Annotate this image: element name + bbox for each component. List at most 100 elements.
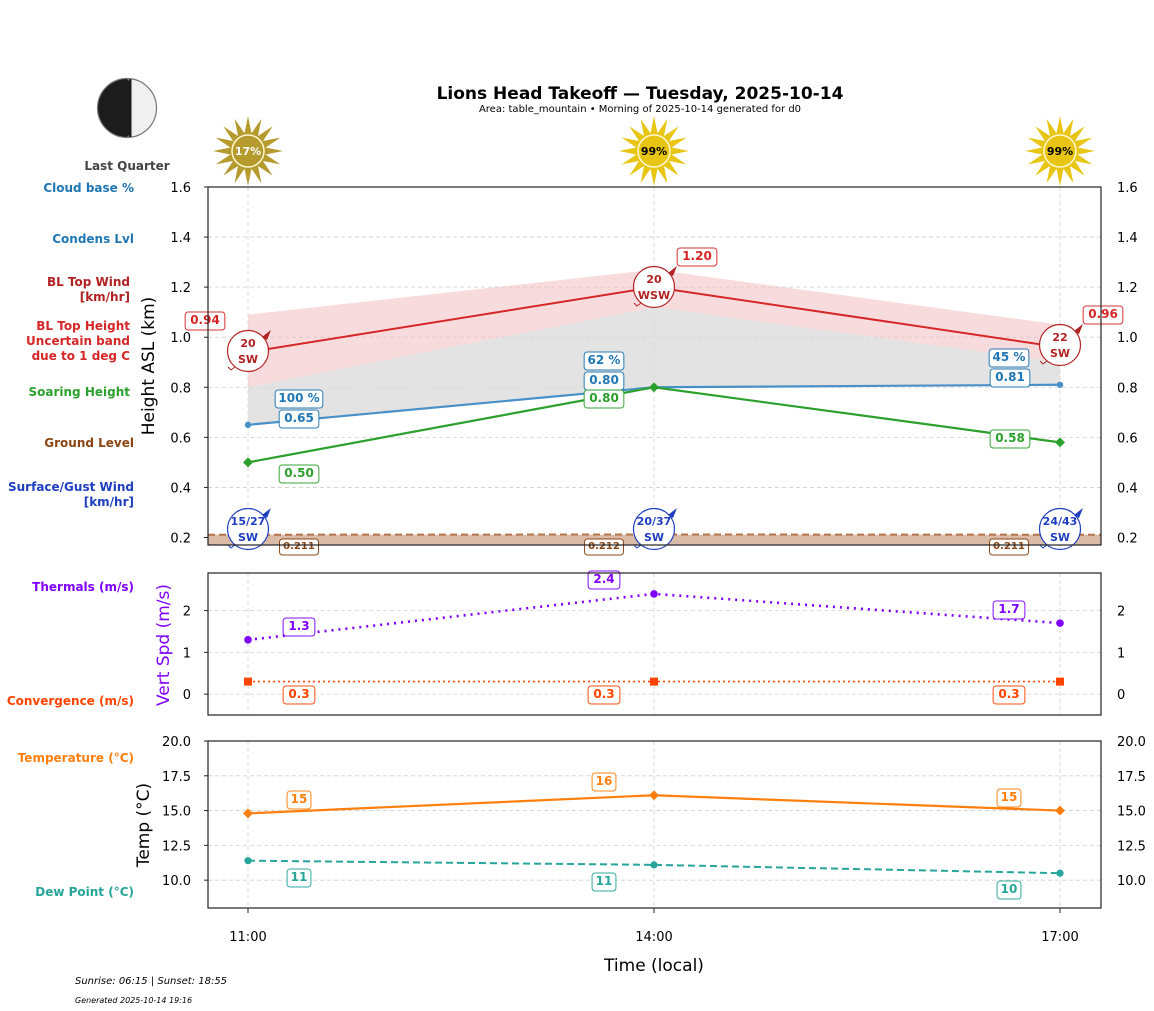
temperature-label: 16: [591, 772, 617, 792]
dew-point-label-text: 10: [1001, 882, 1018, 896]
soaring-height-label-box: [278, 464, 320, 484]
wind-arrow-icon: [1074, 324, 1083, 334]
y-tick-label-left: 0.6: [170, 431, 191, 446]
temperature-panel-background: [208, 741, 1101, 908]
convergence-label: 0.3: [282, 685, 316, 705]
side-labels: Cloud base % Condens Lvl BL Top Wind [km…: [7, 181, 134, 899]
sun-disc: [231, 134, 265, 168]
cloud-base-label-text: 45 %: [993, 350, 1026, 364]
bl-top-label-box: [184, 311, 226, 331]
condens-level-point: [1056, 381, 1064, 388]
wind-speed: 24/43: [1043, 515, 1078, 528]
soaring-height-point: [1055, 437, 1065, 448]
soaring-height-label-text: 0.50: [284, 466, 314, 480]
convergence-label: 0.3: [992, 685, 1026, 705]
vertical-speed-panel: 0 0 1 1 2 2 1.3 2.4 1.7 0.3 0.3 0.3: [183, 570, 1125, 716]
wind-direction: SW: [644, 531, 664, 544]
temperature-point: [1055, 805, 1065, 816]
y-tick-label-left: 1.6: [170, 181, 191, 196]
y-tick-label-left: 12.5: [162, 839, 191, 854]
wind-direction: SW: [238, 531, 258, 544]
condens-level-label: 0.80: [583, 371, 625, 391]
y-tick-label-right: 0.8: [1117, 381, 1138, 396]
y-tick-label-left: 1.4: [170, 231, 191, 246]
side-label-cloud-base: Cloud base %: [43, 181, 134, 195]
convergence-label-text: 0.3: [593, 687, 614, 701]
temperature-label-text: 15: [1001, 790, 1018, 804]
wind-tail-icon: [633, 302, 642, 307]
y-tick-label-right: 2: [1117, 605, 1125, 620]
convergence-label-text: 0.3: [998, 687, 1019, 701]
ground-level-label-box: [584, 538, 624, 556]
convective-layer-fill: [248, 307, 1060, 425]
soaring-height-point: [243, 457, 253, 468]
y-tick-label-left: 0.2: [170, 531, 191, 546]
y-tick-label-right: 10.0: [1117, 874, 1146, 889]
x-axis-label: Time (local): [603, 956, 704, 976]
cloud-base-label-text: 62 %: [588, 353, 621, 367]
y-tick-label-right: 0.4: [1117, 481, 1138, 496]
thermals-label: 1.7: [992, 600, 1026, 620]
wind-arrow-icon: [262, 330, 271, 340]
convergence-label-text: 0.3: [288, 687, 309, 701]
y-tick-label-left: 1.0: [170, 331, 191, 346]
side-label-surface-wind: Surface/Gust Wind: [8, 480, 134, 494]
y-tick-label-left: 0.4: [170, 481, 191, 496]
sun-times: Sunrise: 06:15 | Sunset: 18:55: [75, 976, 227, 987]
soaring-height-label: 0.50: [278, 464, 320, 484]
bl-top-label-box: [676, 247, 718, 267]
dew-point-label-text: 11: [291, 870, 308, 884]
temperature-label-box: [591, 772, 617, 792]
wind-arrow-icon: [262, 508, 271, 518]
soaring-height-label: 0.80: [583, 389, 625, 409]
height-axis-label: Height ASL (km): [139, 297, 159, 436]
wind-tail-icon: [227, 544, 236, 549]
chart-subtitle: Area: table_mountain • Morning of 2025-1…: [479, 104, 801, 115]
dew-point-label: 10: [996, 880, 1022, 900]
cloud-base-label-box: [988, 348, 1030, 368]
thermals-label: 1.3: [282, 617, 316, 637]
ground-level-label: 0.211: [279, 538, 319, 556]
condens-level-label: 0.65: [278, 409, 320, 429]
cloud-base-label-text: 100 %: [278, 391, 319, 405]
ground-level-label-text: 0.211: [283, 541, 315, 552]
side-label-bl-wind-unit: [km/hr]: [80, 290, 130, 304]
side-label-bl-wind: BL Top Wind: [47, 275, 130, 289]
convergence-point: [1056, 677, 1064, 686]
thermals-label-box: [992, 600, 1026, 620]
dew-point-label-box: [286, 868, 312, 888]
side-label-thermals: Thermals (m/s): [32, 580, 134, 594]
wind-speed: 20/37: [637, 515, 672, 528]
dew-point-line: [247, 859, 1061, 875]
x-axis: 11:00 14:00 17:00: [229, 908, 1079, 945]
cloud-base-label: 100 %: [274, 389, 324, 409]
side-label-dew-point: Dew Point (°C): [35, 885, 134, 899]
wind-tail-icon: [633, 544, 642, 549]
ground-level-label-text: 0.212: [588, 541, 620, 552]
x-tick-label: 14:00: [635, 930, 672, 945]
moon-last-quarter-icon: [96, 77, 158, 139]
ground-level-label: 0.212: [584, 538, 624, 556]
dew-point-point: [1056, 869, 1064, 877]
cloud-base-label: 45 %: [988, 348, 1030, 368]
wind-speed: 20: [646, 273, 662, 286]
soaring-height-label: 0.58: [989, 429, 1031, 449]
dew-point-point: [650, 861, 658, 869]
thermals-point: [650, 590, 658, 598]
y-tick-label-right: 17.5: [1117, 770, 1146, 785]
thermals-line: [247, 592, 1061, 642]
temperature-label-text: 15: [291, 792, 308, 806]
y-tick-label-right: 12.5: [1117, 839, 1146, 854]
dew-point-point: [244, 857, 252, 865]
bl-top-label-text: 0.96: [1088, 307, 1118, 321]
temperature-panel: 10.0 10.0 12.5 12.5 15.0 15.0 17.5 17.5 20.0 20.0…: [162, 735, 1146, 909]
wind-tail-icon: [1039, 360, 1048, 365]
condens-level-point: [244, 421, 252, 429]
soaring-height-label-box: [583, 389, 625, 409]
thermals-point: [244, 636, 252, 644]
y-tick-label-left: 15.0: [162, 805, 191, 820]
wind-direction: WSW: [638, 289, 670, 302]
surface-wind-indicator: 15/27 SW: [226, 507, 271, 551]
bl-wind-indicator: 22 SW: [1038, 323, 1083, 367]
